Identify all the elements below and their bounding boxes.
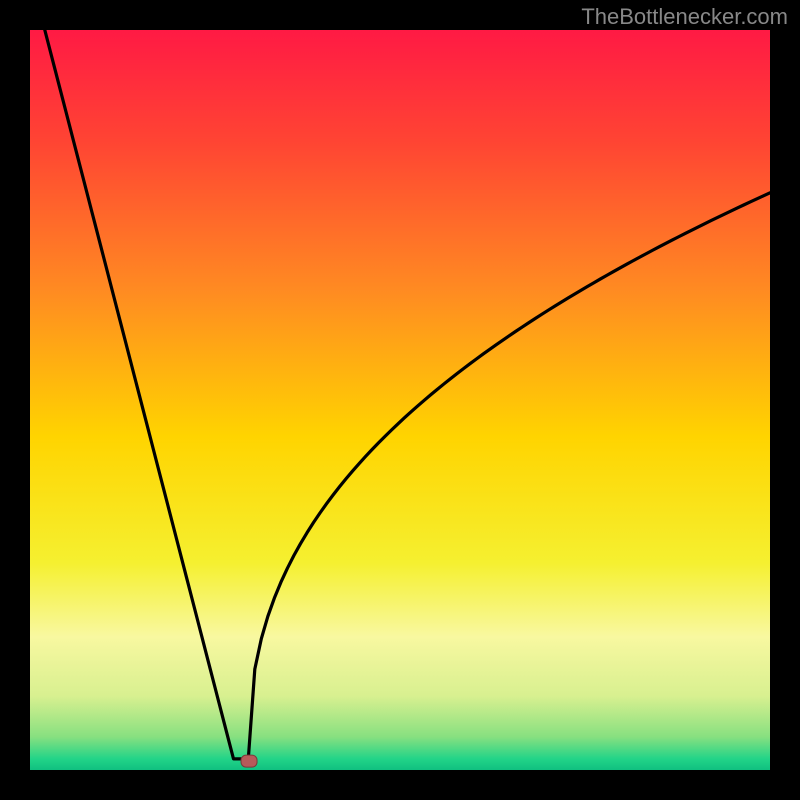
optimal-point-marker: [241, 755, 257, 767]
watermark-text: TheBottlenecker.com: [581, 4, 788, 30]
chart-container: TheBottlenecker.com: [0, 0, 800, 800]
chart-svg: [0, 0, 800, 800]
